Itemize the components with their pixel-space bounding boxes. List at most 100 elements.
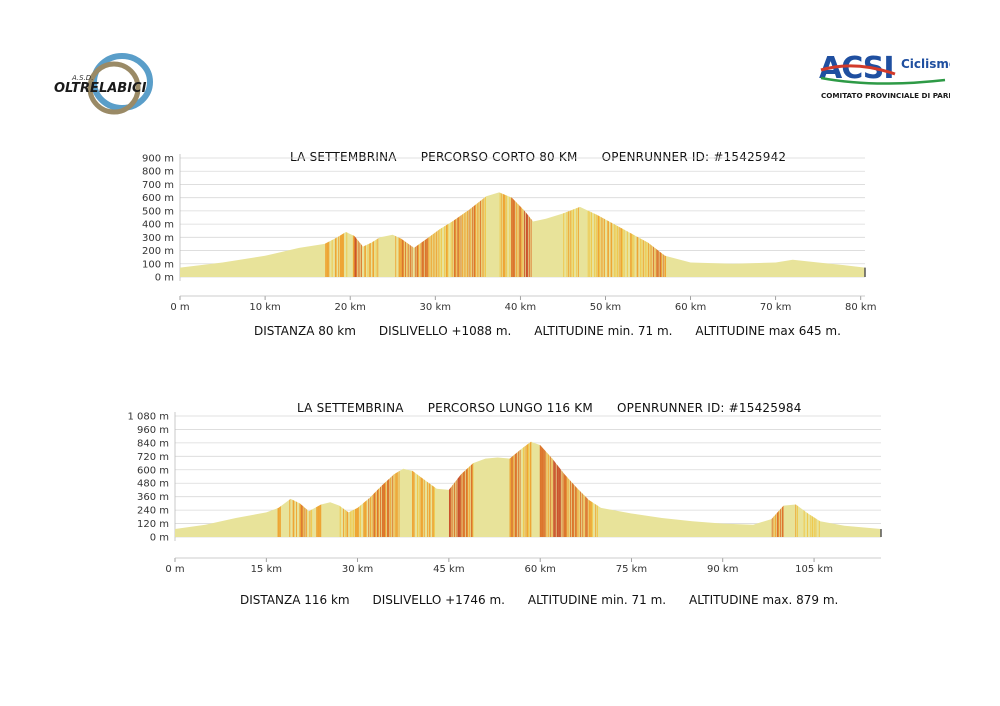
grade-stripe: [344, 441, 346, 537]
grade-stripe: [512, 441, 514, 537]
grade-stripe: [512, 192, 515, 277]
grade-stripe: [578, 441, 580, 537]
grade-stripe: [583, 441, 585, 537]
grade-stripe: [372, 192, 375, 277]
y-tick-label: 100 m: [142, 259, 174, 270]
grade-stripe: [641, 192, 643, 277]
grade-stripe: [522, 192, 524, 277]
grade-stripe: [594, 192, 596, 277]
grade-stripe: [445, 192, 448, 277]
grade-stripe: [520, 192, 522, 277]
grade-stripe: [422, 441, 424, 537]
y-tick-label: 300 m: [142, 233, 174, 244]
grade-stripe: [458, 192, 460, 277]
grade-stripe: [346, 192, 348, 277]
grade-stripe: [514, 441, 517, 537]
grade-stripe: [447, 192, 449, 277]
grade-stripe: [304, 441, 306, 537]
x-tick-label: 60 km: [524, 564, 555, 575]
grade-stripe: [573, 192, 574, 277]
grade-stripe: [359, 192, 361, 277]
grade-stripe: [454, 192, 456, 277]
grade-stripe: [417, 441, 418, 537]
grade-stripe: [595, 192, 597, 277]
grade-stripe: [301, 441, 303, 537]
grade-stripe: [591, 441, 593, 537]
grade-stripe: [576, 441, 578, 537]
grade-stripe: [431, 192, 433, 277]
acsi-subtitle: COMITATO PROVINCIALE DI PARMA: [821, 91, 950, 100]
grade-stripe: [596, 441, 598, 537]
grade-stripe: [530, 192, 532, 277]
gradient-stripes: [325, 192, 667, 277]
grade-stripe: [657, 192, 659, 277]
grade-stripe: [546, 441, 548, 537]
grade-stripe: [343, 441, 345, 537]
grade-stripe: [818, 441, 820, 537]
grade-stripe: [623, 192, 625, 277]
grade-stripe: [467, 441, 469, 537]
grade-stripe: [463, 192, 465, 277]
grade-stripe: [561, 441, 563, 537]
grade-stripe: [462, 441, 465, 537]
grade-stripe: [416, 192, 419, 277]
grade-stripe: [815, 441, 817, 537]
grade-stripe: [383, 441, 386, 537]
grade-stripe: [515, 192, 517, 277]
grade-stripe: [364, 441, 367, 537]
grade-stripe: [339, 192, 342, 277]
y-tick-label: 0 m: [150, 533, 169, 544]
grade-stripe: [319, 441, 322, 537]
grade-stripe: [437, 192, 439, 277]
grade-stripe: [659, 192, 662, 277]
grade-stripe: [388, 441, 390, 537]
grade-stripe: [376, 441, 379, 537]
grade-stripe: [620, 192, 622, 277]
grade-stripe: [633, 192, 635, 277]
grade-stripe: [434, 192, 436, 277]
grade-stripe: [499, 192, 501, 277]
grade-stripe: [395, 441, 397, 537]
grade-stripe: [311, 441, 313, 537]
grade-stripe: [483, 192, 485, 277]
grade-stripe: [484, 192, 486, 277]
grade-stripe: [427, 441, 429, 537]
grade-stripe: [306, 441, 308, 537]
grade-stripe: [292, 441, 295, 537]
grade-stripe: [643, 192, 645, 277]
grade-stripe: [467, 192, 468, 277]
grade-stripe: [302, 441, 304, 537]
grade-stripe: [325, 192, 327, 277]
grade-stripe: [529, 192, 530, 277]
acsi-swoosh-green: [820, 76, 946, 85]
grade-stripe: [364, 192, 366, 277]
grade-stripe: [519, 441, 521, 537]
grade-stripe: [354, 192, 357, 277]
y-tick-label: 500 m: [142, 206, 174, 217]
grade-stripe: [469, 441, 471, 537]
grade-stripe: [409, 192, 411, 277]
grade-stripe: [812, 441, 814, 537]
grade-stripe: [591, 192, 592, 277]
grade-stripe: [386, 441, 389, 537]
grade-stripe: [613, 192, 615, 277]
grade-stripe: [517, 441, 519, 537]
grade-stripe: [427, 192, 429, 277]
grade-stripe: [589, 192, 591, 277]
grade-stripe: [468, 192, 470, 277]
grade-stripe: [378, 441, 380, 537]
grade-stripe: [775, 441, 777, 537]
grade-stripe: [464, 441, 466, 537]
grade-stripe: [343, 192, 344, 277]
grade-stripe: [651, 192, 653, 277]
grade-stripe: [414, 192, 416, 277]
grade-stripe: [511, 192, 513, 277]
grade-stripe: [556, 441, 559, 537]
grade-stripe: [440, 192, 442, 277]
grade-stripe: [522, 441, 524, 537]
y-tick-label: 360 m: [137, 492, 169, 503]
grade-stripe: [354, 441, 357, 537]
grade-stripe: [462, 192, 464, 277]
grade-stripe: [432, 441, 434, 537]
x-tick-label: 30 km: [420, 302, 451, 313]
